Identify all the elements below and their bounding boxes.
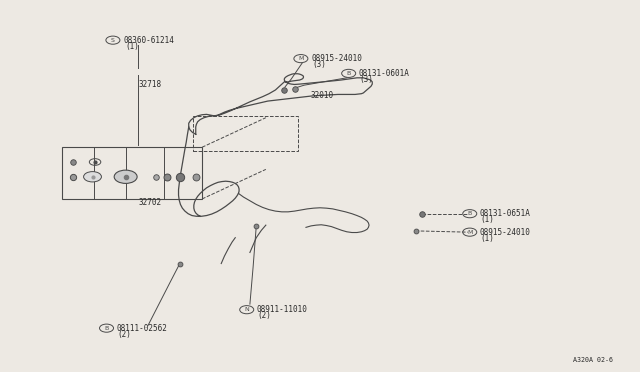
Text: (1): (1)	[481, 215, 495, 224]
Text: (2): (2)	[257, 311, 271, 320]
Text: (3): (3)	[312, 60, 326, 70]
Circle shape	[114, 170, 137, 183]
Text: 32010: 32010	[310, 91, 333, 100]
Text: (3): (3)	[360, 75, 373, 84]
Text: M: M	[467, 230, 472, 235]
Text: B: B	[346, 71, 351, 76]
Text: 32702: 32702	[138, 198, 161, 207]
Text: 08360-61214: 08360-61214	[124, 36, 175, 45]
Text: 08111-02562: 08111-02562	[116, 324, 167, 333]
Text: 08131-0651A: 08131-0651A	[479, 209, 530, 218]
Text: 32718: 32718	[138, 80, 161, 89]
Text: (2): (2)	[117, 330, 131, 339]
Text: 08915-24010: 08915-24010	[479, 228, 530, 237]
Text: B: B	[104, 326, 109, 331]
Bar	[193, 116, 298, 151]
Text: S: S	[111, 38, 115, 43]
Text: (1): (1)	[481, 234, 495, 243]
Text: (1): (1)	[125, 42, 139, 51]
Text: 08131-0601A: 08131-0601A	[358, 69, 409, 78]
Text: N: N	[244, 307, 249, 312]
Text: M: M	[298, 56, 303, 61]
Circle shape	[84, 171, 101, 182]
Text: 08915-24010: 08915-24010	[311, 54, 362, 63]
Text: 08911-11010: 08911-11010	[256, 305, 307, 314]
Text: A320A 02-6: A320A 02-6	[573, 357, 613, 363]
Text: B: B	[468, 211, 472, 216]
Bar	[62, 147, 202, 199]
